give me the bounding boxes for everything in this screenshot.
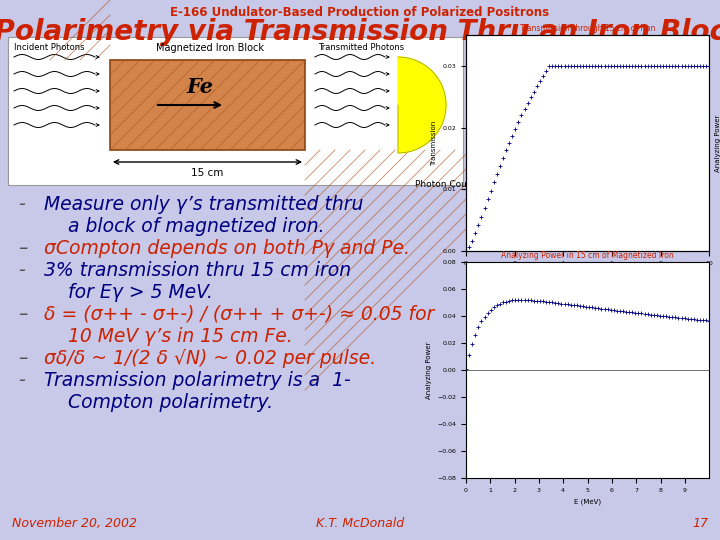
Text: Photon Counter: Photon Counter <box>415 180 485 189</box>
X-axis label: E (MeV): E (MeV) <box>574 272 601 278</box>
Text: γ Polarimetry via Transmission Thru an Iron Block: γ Polarimetry via Transmission Thru an I… <box>0 18 720 46</box>
Text: -: - <box>18 195 24 214</box>
Title: Transmission through 15 cm of Iron: Transmission through 15 cm of Iron <box>520 24 655 33</box>
X-axis label: E (MeV): E (MeV) <box>574 498 601 505</box>
Text: σδ/δ ~ 1/(2 δ √N) ~ 0.02 per pulse.: σδ/δ ~ 1/(2 δ √N) ~ 0.02 per pulse. <box>44 349 376 368</box>
Text: a block of magnetized iron.: a block of magnetized iron. <box>44 217 325 236</box>
Text: Incident Photons: Incident Photons <box>14 43 84 52</box>
Text: Compton polarimetry.: Compton polarimetry. <box>44 393 273 412</box>
Text: -: - <box>18 371 24 390</box>
Text: 17: 17 <box>692 517 708 530</box>
Text: δ = (σ++ - σ+-) / (σ++ + σ+-) ≈ 0.05 for: δ = (σ++ - σ+-) / (σ++ + σ+-) ≈ 0.05 for <box>44 305 434 324</box>
Text: Transmitted Photons: Transmitted Photons <box>318 43 404 52</box>
Text: Magnetized Iron Block: Magnetized Iron Block <box>156 43 264 53</box>
Bar <box>110 60 305 150</box>
Y-axis label: Analyzing Power: Analyzing Power <box>426 341 431 399</box>
Y-axis label: Transmission: Transmission <box>431 120 437 166</box>
Text: –: – <box>18 349 27 368</box>
Text: –: – <box>18 305 27 324</box>
Text: Transmission polarimetry is a  1-: Transmission polarimetry is a 1- <box>44 371 351 390</box>
Text: σCompton depends on both Pγ and Pe.: σCompton depends on both Pγ and Pe. <box>44 239 410 258</box>
Text: 3% transmission thru 15 cm iron: 3% transmission thru 15 cm iron <box>44 261 351 280</box>
Text: 10 MeV γ’s in 15 cm Fe.: 10 MeV γ’s in 15 cm Fe. <box>44 327 293 346</box>
Text: November 20, 2002: November 20, 2002 <box>12 517 137 530</box>
Title: Analyzing Power in 15 cm of Magnetized Iron: Analyzing Power in 15 cm of Magnetized I… <box>501 251 674 260</box>
Text: 15 cm: 15 cm <box>192 168 224 178</box>
Text: for Eγ > 5 MeV.: for Eγ > 5 MeV. <box>44 283 213 302</box>
Text: E-166 Undulator-Based Production of Polarized Positrons: E-166 Undulator-Based Production of Pola… <box>171 6 549 19</box>
Polygon shape <box>398 57 446 153</box>
Text: –: – <box>18 239 27 258</box>
Text: -: - <box>18 261 24 280</box>
Text: K.T. McDonald: K.T. McDonald <box>316 517 404 530</box>
Bar <box>8 37 463 185</box>
Text: Fe: Fe <box>186 77 214 97</box>
Text: Measure only γ’s transmitted thru: Measure only γ’s transmitted thru <box>44 195 364 214</box>
Y-axis label: Analyzing Power: Analyzing Power <box>715 114 720 172</box>
